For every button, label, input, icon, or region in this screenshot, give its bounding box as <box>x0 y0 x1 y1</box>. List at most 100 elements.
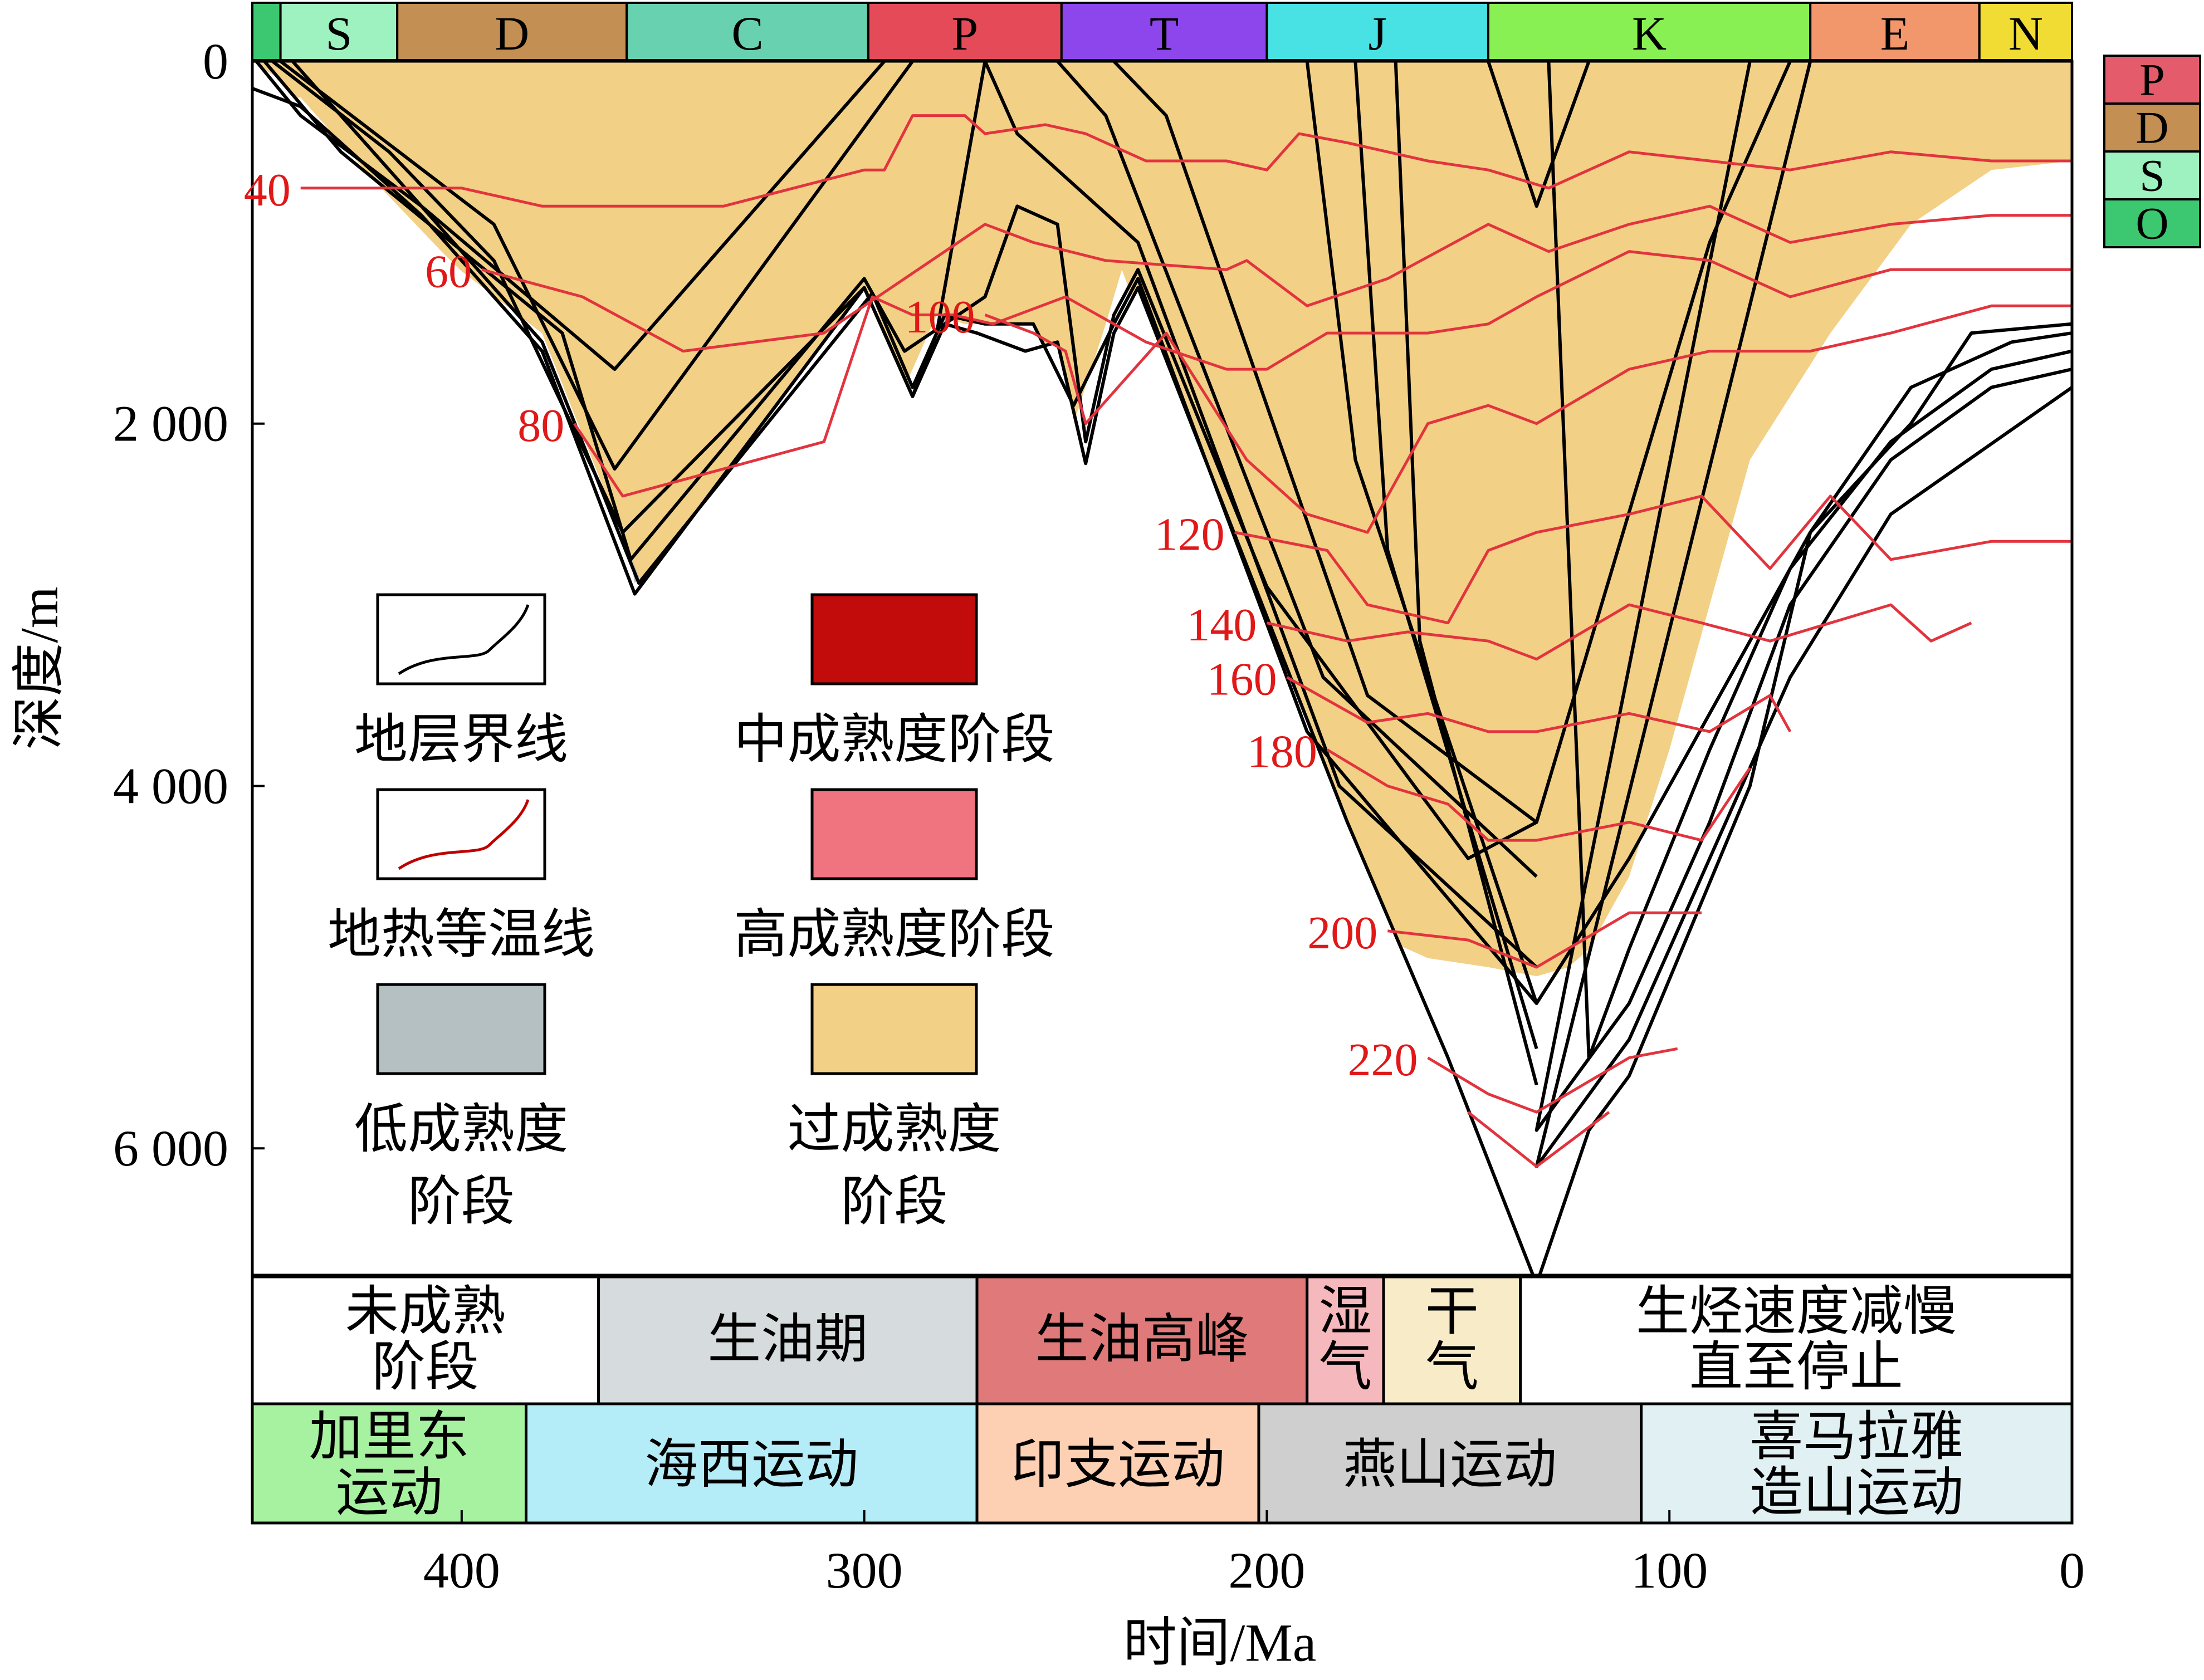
isotherm-label: 160 <box>1207 654 1277 706</box>
side-stratum-cell <box>2103 55 2201 105</box>
legend-label: 地层界线 <box>354 710 568 770</box>
legend-line-sample <box>398 604 530 675</box>
isotherm-label: 80 <box>517 400 564 452</box>
legend-swatch <box>376 983 546 1075</box>
tectonic-event-cell <box>251 1402 527 1525</box>
isotherm-label: 220 <box>1348 1034 1418 1086</box>
isotherm-line <box>1234 494 2072 625</box>
generation-stage-label: 生烃速度减慢 <box>1636 1282 1957 1341</box>
isotherm-line <box>1266 603 1972 661</box>
isotherm-line <box>1286 676 1792 733</box>
side-stratum-label: P <box>2139 55 2165 105</box>
legend-swatch <box>810 788 978 880</box>
generation-stage-cell <box>1306 1275 1385 1405</box>
tectonic-event-label: 海西运动 <box>644 1435 858 1495</box>
tectonic-event-cell <box>524 1402 979 1525</box>
period-label: K <box>1632 7 1667 60</box>
side-stratum-label: D <box>2135 102 2168 153</box>
generation-stage-label: 直至停止 <box>1689 1338 1903 1397</box>
period-label: E <box>1880 7 1910 60</box>
strata-line <box>279 61 914 471</box>
strata-line <box>1353 61 1538 1050</box>
isotherm-line <box>300 114 2072 208</box>
generation-stage-cell <box>597 1275 979 1405</box>
plot-area <box>252 61 2072 1275</box>
isotherm-line <box>1326 748 1751 842</box>
isotherm-line <box>984 304 2072 534</box>
strata-line <box>1547 61 2072 1060</box>
generation-stage-label: 未成熟 <box>345 1282 506 1341</box>
legend-swatch <box>810 983 978 1075</box>
strata-line <box>1305 61 1538 1004</box>
legend-label: 过成熟度 <box>788 1100 1001 1159</box>
x-tick-label: 300 <box>826 1542 903 1599</box>
generation-stage-label: 阶段 <box>372 1338 479 1397</box>
isotherm-label: 140 <box>1186 599 1257 651</box>
tectonic-event-label: 喜马拉雅 <box>1749 1407 1963 1467</box>
isotherm-line <box>573 250 2072 498</box>
strata-line <box>252 86 2072 1275</box>
tectonic-event-label: 造山运动 <box>1749 1463 1963 1522</box>
period-cell <box>279 2 399 61</box>
strata-line <box>263 61 1792 860</box>
isotherm-label: 200 <box>1307 907 1377 959</box>
x-tick-label: 0 <box>2059 1542 2085 1599</box>
side-stratum-cell <box>2103 102 2201 153</box>
period-label: N <box>2008 7 2043 60</box>
isotherm-label: 120 <box>1155 508 1225 560</box>
side-stratum-cell <box>2103 198 2201 248</box>
basement-fill <box>252 97 2072 1275</box>
period-cell <box>1809 2 1981 61</box>
period-label: C <box>731 7 763 60</box>
legend-label: 中成熟度阶段 <box>734 710 1055 770</box>
isotherm-lines <box>300 114 2072 1168</box>
period-cell <box>1265 2 1489 61</box>
tectonic-event-label: 燕山运动 <box>1343 1435 1557 1495</box>
isotherm-line <box>1387 911 1702 969</box>
period-label: S <box>325 7 352 60</box>
isotherm-line <box>1427 1047 1678 1114</box>
strata-line <box>1394 61 1538 1086</box>
legend-label: 低成熟度 <box>354 1100 568 1159</box>
isotherm-line <box>1467 1111 1610 1168</box>
strata-line <box>1056 61 1538 878</box>
period-cell <box>251 2 282 61</box>
tectonic-event-cell <box>975 1402 1260 1525</box>
y-tick-label: 4 000 <box>113 757 228 814</box>
side-stratum-label: O <box>2135 198 2168 249</box>
legend-swatch <box>810 593 978 685</box>
generation-stage-label: 生油高峰 <box>1035 1310 1249 1369</box>
x-axis-label: 时间/Ma <box>1123 1613 1317 1673</box>
plot-frame <box>251 60 2074 1277</box>
x-tick-label: 200 <box>1228 1542 1305 1599</box>
x-tick-label: 100 <box>1631 1542 1708 1599</box>
y-tick-label: 0 <box>203 33 228 90</box>
generation-stage-label: 干 <box>1425 1282 1479 1341</box>
strata-line <box>983 61 1538 969</box>
tectonic-event-label: 加里东 <box>309 1407 470 1467</box>
isotherm-label: 60 <box>425 246 472 297</box>
period-label: J <box>1368 7 1386 60</box>
generation-stage-label: 生油期 <box>707 1310 868 1369</box>
period-label: T <box>1150 7 1179 60</box>
legend-label: 地热等温线 <box>328 905 595 964</box>
maturity-zones <box>252 61 2072 977</box>
legend-line-sample <box>398 799 530 870</box>
generation-stage-label: 气 <box>1425 1338 1479 1397</box>
y-tick-label: 6 000 <box>113 1120 228 1177</box>
period-label: D <box>495 7 529 60</box>
legend-label: 阶段 <box>408 1172 515 1232</box>
period-cell <box>396 2 628 61</box>
strata-line <box>1487 61 1591 208</box>
strata-line <box>291 61 886 371</box>
tectonic-event-cell <box>1257 1402 1643 1525</box>
maturity-zone <box>252 61 2072 977</box>
generation-stage-cell <box>251 1275 600 1405</box>
